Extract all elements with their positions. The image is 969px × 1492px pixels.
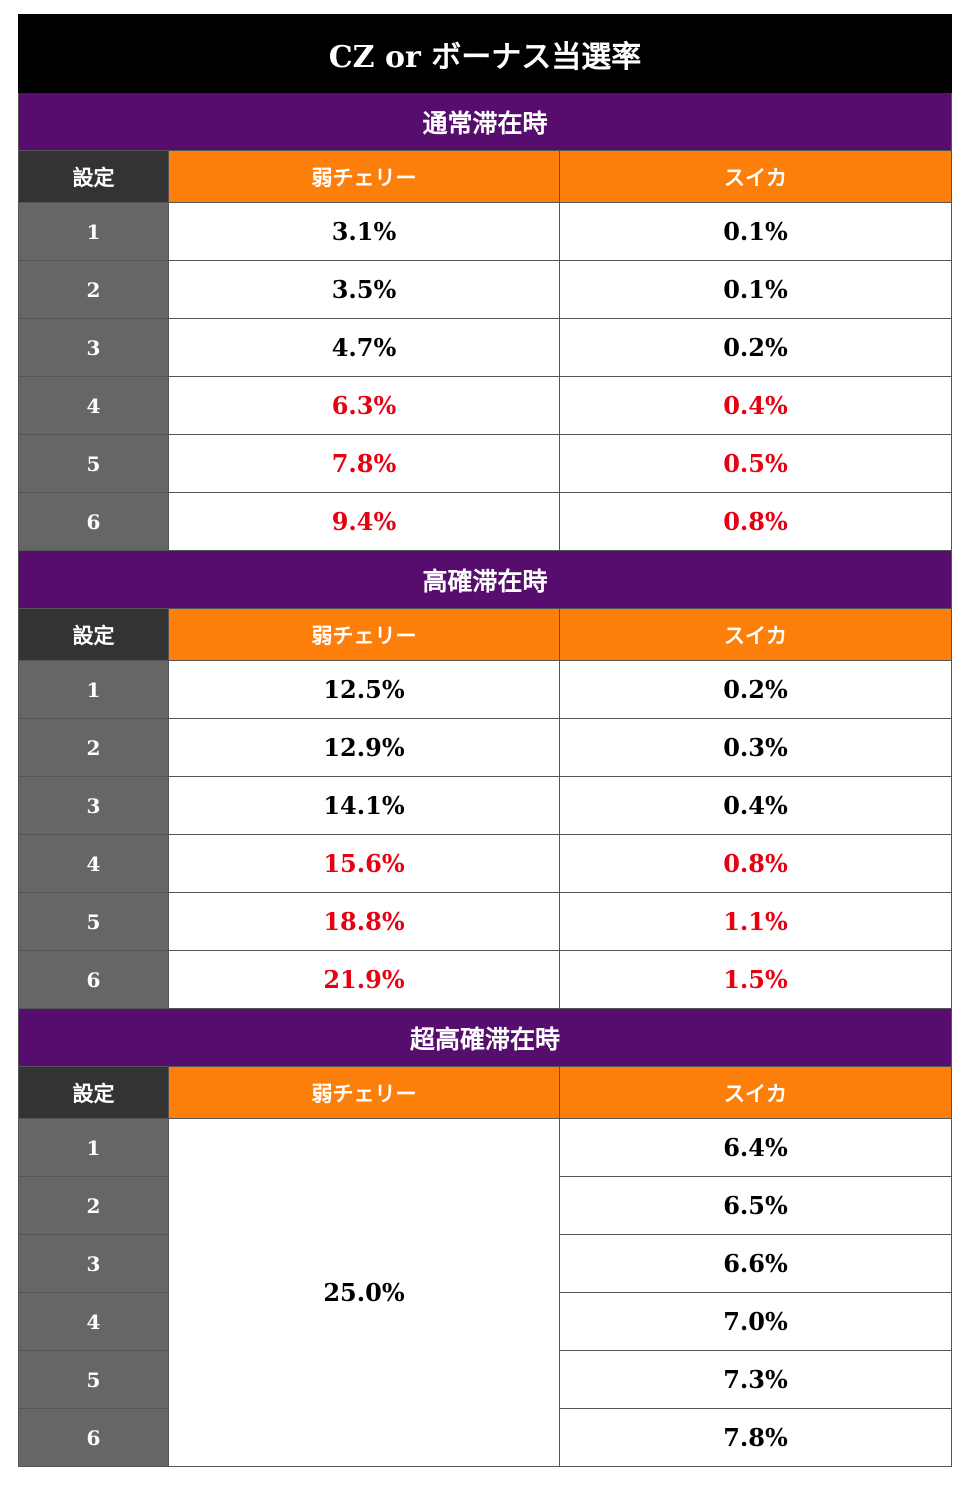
header-setting: 設定: [18, 1066, 169, 1119]
table-row: 2 12.9% 0.3%: [18, 718, 953, 777]
header-watermelon: スイカ: [558, 1066, 953, 1119]
section-row: 通常滞在時: [17, 92, 953, 151]
setting-cell: 6: [18, 1408, 169, 1467]
weak-cherry-cell: 15.6%: [168, 834, 560, 893]
watermelon-cell: 6.5%: [558, 1176, 953, 1235]
table-row: 1 25.0% 6.4%: [18, 1118, 953, 1467]
weak-cherry-cell: 18.8%: [168, 892, 560, 951]
weak-cherry-merged-cell: 25.0%: [168, 1118, 560, 1467]
table-title: CZ or ボーナス当選率: [17, 14, 953, 93]
table-row: 3 4.7% 0.2%: [18, 318, 953, 377]
watermelon-cell: 0.5%: [558, 434, 953, 493]
header-row: 設定 弱チェリー スイカ: [18, 150, 953, 203]
weak-cherry-cell: 14.1%: [168, 776, 560, 835]
bonus-rate-table: CZ or ボーナス当選率 通常滞在時 設定 弱チェリー スイカ 1 3.1% …: [17, 14, 953, 1467]
header-watermelon: スイカ: [558, 150, 953, 203]
setting-cell: 4: [18, 376, 169, 435]
header-row: 設定 弱チェリー スイカ: [18, 1066, 953, 1119]
weak-cherry-cell: 3.5%: [168, 260, 560, 319]
setting-cell: 5: [18, 892, 169, 951]
setting-cell: 2: [18, 1176, 169, 1235]
setting-cell: 3: [18, 1234, 169, 1293]
watermelon-cell: 0.8%: [558, 834, 953, 893]
setting-cell: 1: [18, 660, 169, 719]
setting-cell: 2: [18, 718, 169, 777]
watermelon-cell: 7.0%: [558, 1292, 953, 1351]
weak-cherry-cell: 9.4%: [168, 492, 560, 551]
watermelon-cell: 6.6%: [558, 1234, 953, 1293]
watermelon-cell: 0.2%: [558, 660, 953, 719]
setting-cell: 4: [18, 834, 169, 893]
watermelon-cell: 0.3%: [558, 718, 953, 777]
table-row: 6 7.8%: [18, 1408, 953, 1467]
weak-cherry-cell: 21.9%: [168, 950, 560, 1009]
setting-cell: 1: [18, 1118, 169, 1177]
setting-cell: 6: [18, 950, 169, 1009]
header-weak-cherry: 弱チェリー: [168, 1066, 560, 1119]
table-row: 5 7.8% 0.5%: [18, 434, 953, 493]
table-row: 1 3.1% 0.1%: [18, 202, 953, 261]
setting-cell: 4: [18, 1292, 169, 1351]
watermelon-cell: 0.4%: [558, 776, 953, 835]
section-title-super-high: 超高確滞在時: [17, 1008, 953, 1067]
header-setting: 設定: [18, 150, 169, 203]
table-row: 1 12.5% 0.2%: [18, 660, 953, 719]
watermelon-cell: 0.4%: [558, 376, 953, 435]
table-row: 2 3.5% 0.1%: [18, 260, 953, 319]
watermelon-cell: 7.3%: [558, 1350, 953, 1409]
setting-cell: 5: [18, 434, 169, 493]
weak-cherry-cell: 7.8%: [168, 434, 560, 493]
table-row: 2 6.5%: [18, 1176, 953, 1235]
rate-table-wrapper: CZ or ボーナス当選率 通常滞在時 設定 弱チェリー スイカ 1 3.1% …: [17, 14, 953, 1467]
watermelon-cell: 1.5%: [558, 950, 953, 1009]
header-setting: 設定: [18, 608, 169, 661]
setting-cell: 1: [18, 202, 169, 261]
watermelon-cell: 0.1%: [558, 260, 953, 319]
watermelon-cell: 6.4%: [558, 1118, 953, 1177]
table-row: 6 21.9% 1.5%: [18, 950, 953, 1009]
setting-cell: 2: [18, 260, 169, 319]
watermelon-cell: 0.1%: [558, 202, 953, 261]
table-row: 4 15.6% 0.8%: [18, 834, 953, 893]
section-row: 高確滞在時: [17, 550, 953, 609]
table-row: 3 6.6%: [18, 1234, 953, 1293]
table-row: 4 6.3% 0.4%: [18, 376, 953, 435]
weak-cherry-cell: 12.5%: [168, 660, 560, 719]
watermelon-cell: 0.2%: [558, 318, 953, 377]
section-title-normal: 通常滞在時: [17, 92, 953, 151]
weak-cherry-cell: 4.7%: [168, 318, 560, 377]
watermelon-cell: 7.8%: [558, 1408, 953, 1467]
setting-cell: 3: [18, 776, 169, 835]
table-row: 5 18.8% 1.1%: [18, 892, 953, 951]
table-row: 5 7.3%: [18, 1350, 953, 1409]
table-row: 4 7.0%: [18, 1292, 953, 1351]
watermelon-cell: 0.8%: [558, 492, 953, 551]
header-row: 設定 弱チェリー スイカ: [18, 608, 953, 661]
header-weak-cherry: 弱チェリー: [168, 150, 560, 203]
weak-cherry-cell: 6.3%: [168, 376, 560, 435]
weak-cherry-cell: 12.9%: [168, 718, 560, 777]
title-row: CZ or ボーナス当選率: [17, 14, 953, 93]
table-row: 6 9.4% 0.8%: [18, 492, 953, 551]
weak-cherry-cell: 3.1%: [168, 202, 560, 261]
setting-cell: 5: [18, 1350, 169, 1409]
watermelon-cell: 1.1%: [558, 892, 953, 951]
section-title-high: 高確滞在時: [17, 550, 953, 609]
setting-cell: 3: [18, 318, 169, 377]
table-row: 3 14.1% 0.4%: [18, 776, 953, 835]
header-weak-cherry: 弱チェリー: [168, 608, 560, 661]
header-watermelon: スイカ: [558, 608, 953, 661]
section-row: 超高確滞在時: [17, 1008, 953, 1067]
setting-cell: 6: [18, 492, 169, 551]
